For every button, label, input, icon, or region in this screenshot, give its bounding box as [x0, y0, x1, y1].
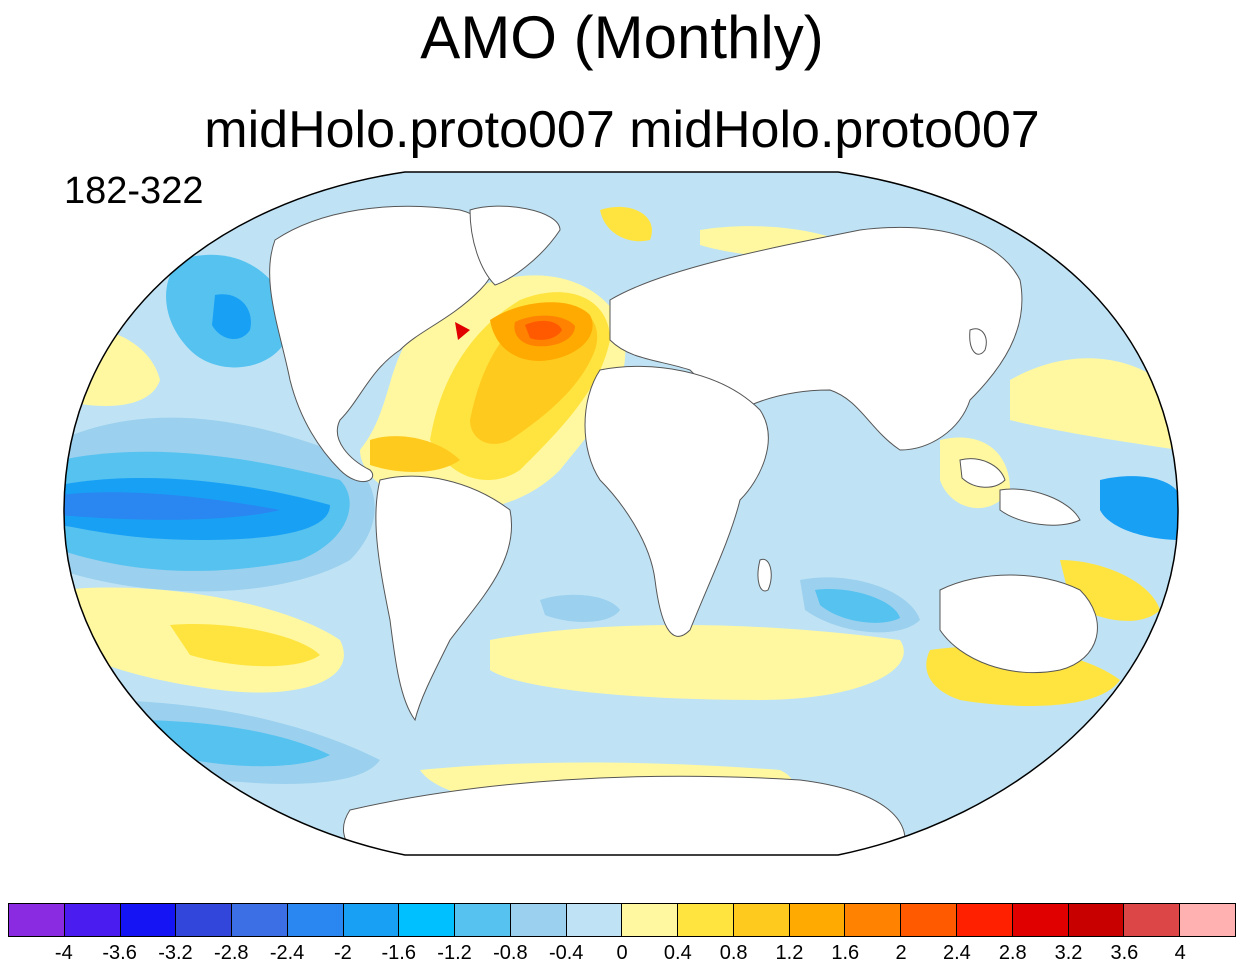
colorbar-tick-label: -1.6 — [381, 942, 416, 964]
sst-anomaly-field — [64, 172, 1178, 855]
colorbar-swatch — [733, 904, 790, 936]
map-boundary — [63, 171, 1179, 856]
colorbar-tick-label: 1.2 — [775, 942, 804, 964]
africa — [584, 365, 769, 637]
greenland — [469, 205, 561, 286]
colorbar-tick-label: -3.6 — [102, 942, 137, 964]
colorbar-tick-label: -4 — [54, 942, 73, 964]
north-atlantic-warm-peak — [525, 320, 562, 340]
colorbar-labels: -4 -3.6 -3.2 -2.8 -2.4 -2 -1.6 -1.2 -0.8 -0.4 0 0.4… — [0, 942, 1244, 972]
north-pacific-low-core — [212, 294, 251, 340]
period-label: 182-322 — [64, 170, 204, 212]
colorbar-swatch — [1124, 904, 1181, 936]
colorbar-swatch — [287, 904, 344, 936]
colorbar-swatch — [455, 904, 511, 936]
south-pacific-warm-core — [170, 624, 320, 667]
colorbar-tick-label: -2.8 — [214, 942, 249, 964]
colorbar-tick-label: -0.4 — [548, 942, 584, 964]
antarctica — [342, 775, 906, 855]
colorbar-tick-label: 0.8 — [719, 942, 748, 964]
colorbar-tick-label: -3.2 — [158, 942, 193, 964]
colorbar-tick-label: 2.8 — [998, 942, 1027, 964]
colorbar-swatch — [399, 904, 456, 936]
colorbar-swatch — [1180, 904, 1235, 936]
colorbar-tick-label: 0.4 — [663, 942, 692, 964]
colorbar-swatch — [176, 904, 233, 936]
south-atlantic-cool — [540, 594, 620, 622]
colorbar-swatch — [9, 904, 65, 936]
land-masses — [269, 205, 1098, 855]
colorbar-tick-label: 1.6 — [831, 942, 860, 964]
colorbar-tick-label: 0 — [616, 942, 628, 964]
colorbar-swatch — [678, 904, 734, 936]
map-subtitle: midHolo.proto007 midHolo.proto007 — [204, 101, 1040, 159]
colorbar-swatch — [845, 904, 902, 936]
colorbar-swatch — [901, 904, 958, 936]
colorbar-tick-label: -1.2 — [437, 942, 472, 964]
colorbar-tick-label: 2.4 — [943, 942, 971, 964]
pacific-band-core — [64, 492, 280, 520]
madagascar — [757, 558, 772, 592]
australia — [939, 574, 1098, 674]
colorbar-swatch — [1012, 904, 1069, 936]
colorbar-swatch — [789, 904, 846, 936]
colorbar-swatch — [232, 904, 288, 936]
colorbar — [8, 903, 1236, 937]
southeast-asia — [959, 458, 1006, 488]
colorbar-swatch — [120, 904, 177, 936]
map-title: AMO (Monthly) — [420, 4, 824, 71]
colorbar-swatch — [957, 904, 1013, 936]
caribbean-warm — [370, 436, 460, 472]
colorbar-tick-label: -2 — [334, 942, 352, 964]
colorbar-tick-label: 2 — [895, 942, 907, 964]
indian-ocean-cool-core — [815, 589, 900, 623]
colorbar-swatch — [510, 904, 567, 936]
northwest-pacific-warm — [1010, 358, 1178, 450]
world-map — [63, 171, 1179, 856]
gulf-of-st-lawrence-peak — [455, 322, 470, 340]
colorbar-tick-label: 4 — [1174, 942, 1186, 964]
colorbar-swatch — [64, 904, 121, 936]
colorbar-tick-label: -0.8 — [493, 942, 528, 964]
colorbar-swatch — [622, 904, 679, 936]
west-pacific-low — [1100, 476, 1178, 540]
colorbar-swatch — [566, 904, 623, 936]
colorbar-tick-label: 3.2 — [1054, 942, 1083, 964]
japan — [969, 328, 987, 355]
south-america — [375, 475, 512, 722]
colorbar-tick-label: -2.4 — [269, 942, 305, 964]
colorbar-tick-label: 3.6 — [1110, 942, 1139, 964]
colorbar-swatch — [343, 904, 400, 936]
colorbar-swatch — [1068, 904, 1125, 936]
south-atlantic-warm-band — [490, 625, 904, 700]
barents-warm — [600, 206, 652, 242]
maritime-continent — [999, 488, 1081, 526]
north-america — [269, 205, 498, 483]
